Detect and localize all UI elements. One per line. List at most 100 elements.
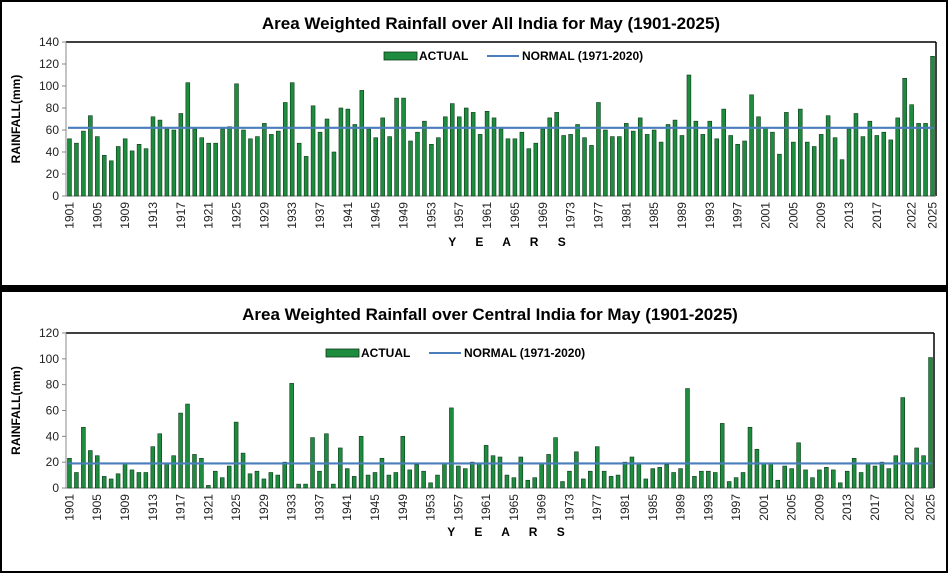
- bar-1912: [143, 472, 149, 489]
- bar-1934: [296, 483, 301, 489]
- bar-1969: [540, 128, 546, 197]
- legend-normal-label: NORMAL (1971-2020): [464, 346, 585, 360]
- x-tick-label: 1937: [313, 202, 327, 229]
- bar-1993: [706, 470, 711, 489]
- bar-1959: [470, 112, 476, 197]
- bar-1936: [310, 105, 316, 197]
- bar-1989: [678, 468, 683, 489]
- bar-2012: [838, 482, 843, 489]
- bar-2002: [770, 131, 775, 197]
- bar-1985: [650, 468, 656, 489]
- all-india-chart: Area Weighted Rainfall over All India fo…: [9, 14, 940, 249]
- bar-1969: [539, 463, 544, 489]
- x-tick-label: 1941: [340, 494, 354, 521]
- bar-1905: [95, 455, 100, 489]
- bar-1920: [199, 137, 204, 197]
- bar-1987: [664, 464, 669, 489]
- x-tick-label: 1929: [257, 202, 271, 229]
- bar-1991: [693, 120, 699, 197]
- bar-2000: [756, 116, 761, 197]
- x-tick-label: 2013: [840, 494, 854, 521]
- bar-2006: [798, 108, 803, 197]
- bar-1989: [679, 135, 685, 197]
- bar-1972: [560, 481, 565, 489]
- x-tick-label: 1917: [174, 494, 188, 521]
- bar-1943: [359, 90, 365, 197]
- bar-1923: [219, 477, 225, 489]
- x-tick-label: 1945: [368, 494, 382, 521]
- bar-1977: [594, 446, 600, 489]
- bar-1968: [533, 142, 539, 197]
- bar-1967: [526, 148, 532, 197]
- bar-2017: [872, 465, 878, 489]
- x-tick-label: 1981: [618, 494, 632, 521]
- bar-1935: [303, 156, 309, 197]
- bar-1937: [317, 131, 323, 197]
- bar-1917: [178, 412, 183, 489]
- bar-1921: [206, 142, 211, 197]
- central-india-chart-panel: Area Weighted Rainfall over Central Indi…: [2, 292, 946, 571]
- bar-1965: [512, 138, 518, 197]
- bar-1926: [241, 129, 246, 197]
- y-axis-label: RAINFALL(mm): [9, 366, 23, 455]
- bar-1946: [380, 117, 385, 197]
- x-tick-label: 1937: [312, 494, 326, 521]
- x-tick-label: 1965: [508, 202, 522, 229]
- bar-1949: [401, 97, 406, 197]
- bar-1994: [713, 472, 718, 489]
- x-tick-label: 1913: [146, 202, 160, 229]
- y-tick-label: 60: [46, 404, 60, 418]
- bar-1986: [658, 141, 664, 197]
- all-india-chart-panel: Area Weighted Rainfall over All India fo…: [2, 2, 946, 285]
- bar-1927: [247, 473, 253, 489]
- bar-1979: [608, 476, 614, 489]
- x-tick-label: 1949: [397, 202, 411, 229]
- bar-1956: [449, 407, 454, 489]
- bar-2012: [839, 159, 845, 197]
- bar-1938: [324, 433, 329, 489]
- bar-1933: [289, 383, 294, 489]
- bar-2003: [777, 153, 782, 197]
- x-tick-label: 2005: [785, 494, 799, 521]
- chart-title: Area Weighted Rainfall over All India fo…: [262, 14, 720, 33]
- bar-1972: [561, 135, 566, 197]
- bar-1934: [296, 142, 302, 197]
- bar-1954: [435, 474, 440, 489]
- bar-1954: [436, 137, 441, 197]
- bar-1963: [498, 128, 504, 197]
- bar-1968: [532, 477, 537, 489]
- y-tick-label: 120: [39, 326, 59, 340]
- bar-2001: [763, 127, 768, 197]
- bar-1907: [108, 478, 114, 489]
- bar-1924: [227, 126, 232, 197]
- bar-1925: [233, 421, 239, 489]
- bar-1914: [157, 433, 162, 489]
- bar-1931: [275, 474, 281, 489]
- bar-1951: [415, 131, 420, 197]
- x-tick-label: 1965: [507, 494, 521, 521]
- bar-1955: [442, 463, 447, 489]
- x-tick-label: 1985: [646, 494, 660, 521]
- legend-actual-label: ACTUAL: [419, 49, 468, 63]
- x-tick-label: 1953: [424, 202, 438, 229]
- bar-1962: [491, 117, 497, 197]
- x-tick-label: 2022: [905, 202, 919, 229]
- bar-2016: [865, 463, 871, 489]
- x-tick-label: 1905: [90, 202, 104, 229]
- bar-1961: [483, 445, 489, 489]
- bar-1901: [67, 457, 72, 489]
- bar-1976: [589, 145, 594, 197]
- bar-2011: [831, 469, 836, 489]
- bar-1990: [686, 74, 692, 197]
- bar-1977: [596, 102, 601, 197]
- bar-1953: [428, 482, 433, 489]
- bar-1918: [185, 82, 191, 197]
- bar-1991: [692, 476, 697, 489]
- bar-1904: [88, 450, 93, 489]
- x-tick-label: 1953: [424, 494, 438, 521]
- bar-2018: [881, 131, 887, 197]
- bar-1909: [122, 138, 128, 197]
- bar-1988: [672, 119, 678, 197]
- bar-2004: [782, 465, 787, 489]
- bar-2013: [844, 470, 850, 489]
